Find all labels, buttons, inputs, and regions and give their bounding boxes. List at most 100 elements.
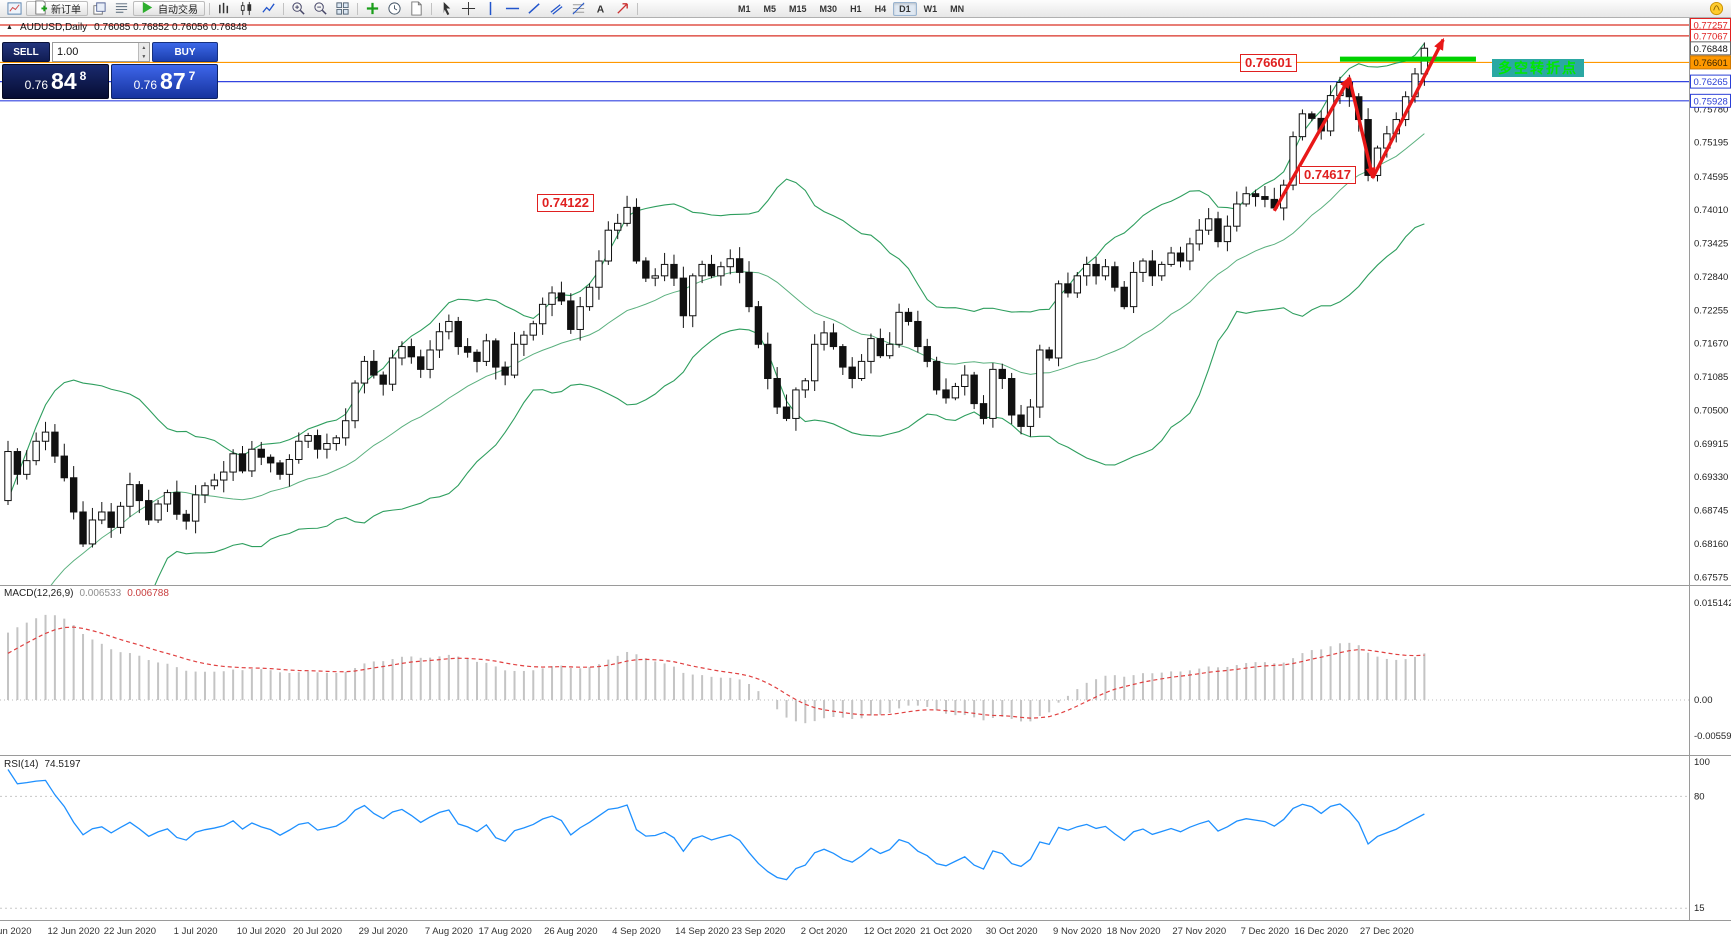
- price-tick: 0.72840: [1694, 272, 1728, 283]
- toolbar-separator: [209, 2, 210, 15]
- chart-ohlc-values: 0.76085 0.76852 0.76056 0.76848: [94, 22, 248, 33]
- zoom-out-icon[interactable]: [310, 0, 331, 17]
- zoom-in-icon[interactable]: [288, 0, 309, 17]
- timeframe-button-mn[interactable]: MN: [944, 2, 970, 16]
- macd-name: MACD(12,26,9): [4, 588, 74, 599]
- candlestick-chart-icon[interactable]: [236, 0, 257, 17]
- volume-down-button[interactable]: ▼: [138, 52, 149, 61]
- volume-up-button[interactable]: ▲: [138, 43, 149, 52]
- timeframe-button-m1[interactable]: M1: [732, 2, 757, 16]
- price-tick: 0.70500: [1694, 405, 1728, 416]
- rsi-scale-tick: 15: [1694, 903, 1705, 914]
- price-tick: 0.75195: [1694, 138, 1728, 149]
- timeframe-toolbar: M1 M5 M15 M30 H1 H4 D1 W1 MN: [732, 1, 970, 16]
- chart-symbol-period: AUDUSD,Daily: [19, 22, 88, 33]
- price-marker-label: 0.76848: [1694, 44, 1728, 55]
- price-tick: 0.68160: [1694, 539, 1728, 550]
- annotation-pullback-low-price[interactable]: 0.74617: [1299, 166, 1356, 184]
- macd-scale-tick: 0.00: [1694, 695, 1713, 706]
- sell-price-display[interactable]: 0.76 84 8: [2, 64, 109, 99]
- volume-stepper[interactable]: ▲ ▼: [52, 42, 150, 62]
- rsi-line[interactable]: [7, 769, 1425, 881]
- macd-signal-line[interactable]: [7, 626, 1425, 719]
- periods-icon[interactable]: [384, 0, 405, 17]
- timeframe-button-m5[interactable]: M5: [758, 2, 783, 16]
- crosshair-icon[interactable]: [458, 0, 479, 17]
- templates-icon[interactable]: [406, 0, 427, 17]
- price-marker-label: 0.77067: [1694, 31, 1728, 42]
- price-tick: 0.75780: [1694, 104, 1728, 115]
- candlestick-series[interactable]: [4, 42, 1429, 548]
- price-tick: 0.71085: [1694, 372, 1728, 383]
- macd-scale[interactable]: 0.015142 0.00 -0.005595: [1694, 598, 1731, 742]
- timeframe-button-h1[interactable]: H1: [844, 2, 868, 16]
- rsi-indicator-label: RSI(14) 74.5197: [4, 759, 81, 770]
- line-chart-icon[interactable]: [258, 0, 279, 17]
- bollinger-upper-band: [7, 43, 1425, 501]
- new-order-button[interactable]: 新订单: [26, 0, 88, 16]
- buy-price-display[interactable]: 0.76 87 7: [111, 64, 218, 99]
- price-scale[interactable]: 0.75780 0.75195 0.74595 0.74010 0.73425 0.728…: [1690, 18, 1731, 584]
- annotation-swing-high-price[interactable]: 0.76601: [1240, 54, 1297, 72]
- macd-scale-tick: -0.005595: [1694, 731, 1731, 742]
- svg-text:A: A: [597, 4, 605, 15]
- indicators-add-icon[interactable]: [362, 0, 383, 17]
- price-tick: 0.73425: [1694, 239, 1728, 250]
- panel-separators[interactable]: [0, 18, 1731, 921]
- horizontal-level-lines[interactable]: [0, 24, 1689, 102]
- market-watch-icon[interactable]: [111, 0, 132, 17]
- auto-trading-icon: [140, 0, 155, 18]
- annotation-previous-high-price[interactable]: 0.74122: [537, 194, 594, 212]
- macd-indicator-label: MACD(12,26,9) 0.006533 0.006788: [4, 588, 169, 599]
- equidistant-channel-icon[interactable]: [546, 0, 567, 17]
- sell-button[interactable]: SELL: [2, 42, 50, 62]
- timeframe-button-m15[interactable]: M15: [783, 2, 813, 16]
- fibonacci-icon[interactable]: [568, 0, 589, 17]
- timeframe-button-w1[interactable]: W1: [918, 2, 944, 16]
- annotation-turning-point-note[interactable]: 多空转折点: [1492, 59, 1584, 77]
- price-tick: 0.71670: [1694, 339, 1728, 350]
- toolbar-separator: [357, 2, 358, 15]
- chart-title: ▲ AUDUSD,Daily 0.76085 0.76852 0.76056 0…: [6, 22, 247, 33]
- toolbar-separator: [637, 2, 638, 15]
- volume-input[interactable]: [53, 43, 138, 61]
- main-toolbar: 新订单 自动交易 A M1 M5 M15 M30 H1 H4 D1 W1 MN: [0, 0, 1731, 18]
- price-tick: 0.68745: [1694, 506, 1728, 517]
- timeframe-button-d1[interactable]: D1: [893, 1, 917, 16]
- one-click-trading-panel: SELL ▲ ▼ BUY 0.76 84 8 0.76 87 7: [2, 42, 218, 99]
- text-icon[interactable]: A: [590, 0, 611, 17]
- buy-button[interactable]: BUY: [152, 42, 218, 62]
- bar-chart-icon[interactable]: [214, 0, 235, 17]
- new-order-button-label: 新订单: [51, 5, 81, 16]
- chart-profiles-icon[interactable]: [89, 0, 110, 17]
- auto-trading-button[interactable]: 自动交易: [133, 1, 205, 16]
- toolbar-separator: [431, 2, 432, 15]
- trendline-icon[interactable]: [524, 0, 545, 17]
- vertical-line-icon[interactable]: [480, 0, 501, 17]
- bollinger-bands[interactable]: [7, 43, 1425, 795]
- rsi-scale[interactable]: 100 80 15: [1694, 757, 1710, 914]
- price-tick: 0.67575: [1694, 572, 1728, 583]
- arrows-icon[interactable]: [612, 0, 633, 17]
- volume-spinner[interactable]: ▲ ▼: [137, 43, 149, 61]
- tile-windows-icon[interactable]: [332, 0, 353, 17]
- trend-arrows[interactable]: [1272, 37, 1445, 212]
- community-icon[interactable]: [1706, 0, 1727, 17]
- macd-main-value: 0.006533: [79, 588, 122, 599]
- chart-collapse-icon[interactable]: ▲: [6, 24, 13, 31]
- timeframe-button-h4[interactable]: H4: [869, 2, 893, 16]
- timeframe-button-m30[interactable]: M30: [814, 2, 844, 16]
- macd-signal-value: 0.006788: [127, 588, 169, 599]
- price-tick: 0.74595: [1694, 172, 1728, 183]
- macd-histogram[interactable]: [7, 614, 1426, 724]
- chart-window-icon[interactable]: [4, 0, 25, 17]
- price-marker-label: 0.75928: [1694, 96, 1728, 107]
- horizontal-line-icon[interactable]: [502, 0, 523, 17]
- macd-scale-tick: 0.015142: [1694, 598, 1731, 609]
- rsi-scale-tick: 100: [1694, 757, 1710, 768]
- rsi-value: 74.5197: [44, 759, 81, 770]
- cursor-icon[interactable]: [436, 0, 457, 17]
- price-tick: 0.74010: [1694, 205, 1728, 216]
